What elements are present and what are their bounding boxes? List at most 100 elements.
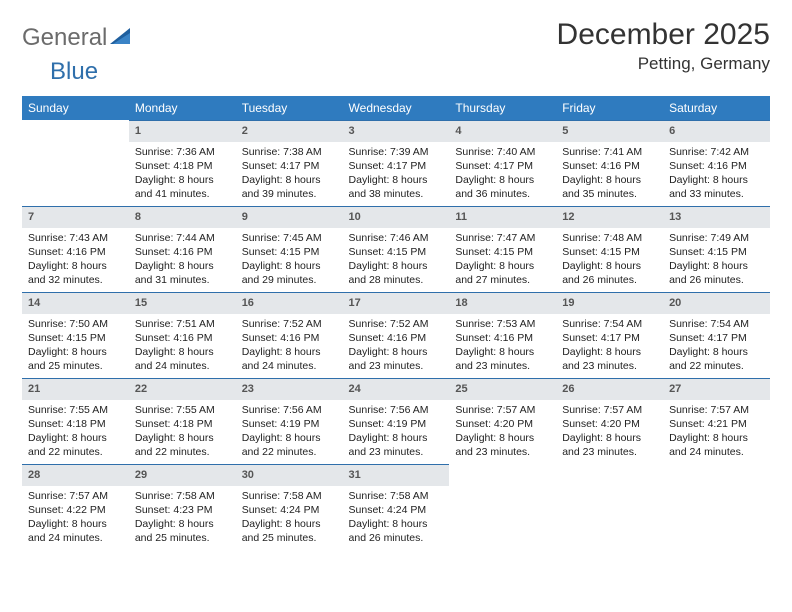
sunrise-text: Sunrise: 7:56 AM <box>349 403 444 417</box>
day-number: 10 <box>343 206 450 228</box>
day-body: Sunrise: 7:43 AMSunset: 4:16 PMDaylight:… <box>22 228 129 292</box>
daylight-text: Daylight: 8 hours and 24 minutes. <box>135 345 230 373</box>
sunrise-text: Sunrise: 7:42 AM <box>669 145 764 159</box>
calendar-cell <box>449 464 556 550</box>
page: General December 2025 Petting, Germany B… <box>0 0 792 560</box>
day-number: 3 <box>343 120 450 142</box>
day-number: 22 <box>129 378 236 400</box>
day-body: Sunrise: 7:57 AMSunset: 4:21 PMDaylight:… <box>663 400 770 464</box>
day-number: 6 <box>663 120 770 142</box>
day-number: 30 <box>236 464 343 486</box>
day-number: 25 <box>449 378 556 400</box>
day-body: Sunrise: 7:57 AMSunset: 4:20 PMDaylight:… <box>449 400 556 464</box>
sunrise-text: Sunrise: 7:57 AM <box>28 489 123 503</box>
calendar-cell: 17Sunrise: 7:52 AMSunset: 4:16 PMDayligh… <box>343 292 450 378</box>
calendar-cell: 2Sunrise: 7:38 AMSunset: 4:17 PMDaylight… <box>236 120 343 206</box>
sunset-text: Sunset: 4:17 PM <box>349 159 444 173</box>
day-number: 13 <box>663 206 770 228</box>
sunrise-text: Sunrise: 7:56 AM <box>242 403 337 417</box>
calendar-table: SundayMondayTuesdayWednesdayThursdayFrid… <box>22 96 770 550</box>
calendar-cell: 10Sunrise: 7:46 AMSunset: 4:15 PMDayligh… <box>343 206 450 292</box>
day-number: 11 <box>449 206 556 228</box>
daylight-text: Daylight: 8 hours and 25 minutes. <box>28 345 123 373</box>
sunset-text: Sunset: 4:16 PM <box>349 331 444 345</box>
weekday-header: Monday <box>129 96 236 120</box>
day-body: Sunrise: 7:44 AMSunset: 4:16 PMDaylight:… <box>129 228 236 292</box>
sunrise-text: Sunrise: 7:58 AM <box>135 489 230 503</box>
sunset-text: Sunset: 4:19 PM <box>349 417 444 431</box>
calendar-cell: 14Sunrise: 7:50 AMSunset: 4:15 PMDayligh… <box>22 292 129 378</box>
daylight-text: Daylight: 8 hours and 24 minutes. <box>242 345 337 373</box>
sunrise-text: Sunrise: 7:49 AM <box>669 231 764 245</box>
sunset-text: Sunset: 4:24 PM <box>349 503 444 517</box>
sunset-text: Sunset: 4:16 PM <box>135 245 230 259</box>
day-body: Sunrise: 7:57 AMSunset: 4:20 PMDaylight:… <box>556 400 663 464</box>
day-body: Sunrise: 7:46 AMSunset: 4:15 PMDaylight:… <box>343 228 450 292</box>
day-body: Sunrise: 7:58 AMSunset: 4:24 PMDaylight:… <box>236 486 343 550</box>
calendar-cell: 1Sunrise: 7:36 AMSunset: 4:18 PMDaylight… <box>129 120 236 206</box>
sunset-text: Sunset: 4:17 PM <box>562 331 657 345</box>
calendar-cell: 4Sunrise: 7:40 AMSunset: 4:17 PMDaylight… <box>449 120 556 206</box>
sunrise-text: Sunrise: 7:58 AM <box>242 489 337 503</box>
sunrise-text: Sunrise: 7:41 AM <box>562 145 657 159</box>
day-body: Sunrise: 7:56 AMSunset: 4:19 PMDaylight:… <box>343 400 450 464</box>
sunset-text: Sunset: 4:15 PM <box>669 245 764 259</box>
calendar-cell: 31 Sunrise: 7:58 AMSunset: 4:24 PMDayligh… <box>343 464 450 550</box>
calendar-cell: 12Sunrise: 7:48 AMSunset: 4:15 PMDayligh… <box>556 206 663 292</box>
daylight-text: Daylight: 8 hours and 22 minutes. <box>669 345 764 373</box>
calendar-cell: 22Sunrise: 7:55 AMSunset: 4:18 PMDayligh… <box>129 378 236 464</box>
sunrise-text: Sunrise: 7:47 AM <box>455 231 550 245</box>
day-body: Sunrise: 7:54 AMSunset: 4:17 PMDaylight:… <box>663 314 770 378</box>
sunset-text: Sunset: 4:19 PM <box>242 417 337 431</box>
weekday-header: Friday <box>556 96 663 120</box>
calendar-cell: 27Sunrise: 7:57 AMSunset: 4:21 PMDayligh… <box>663 378 770 464</box>
sunrise-text: Sunrise: 7:57 AM <box>455 403 550 417</box>
sunrise-text: Sunrise: 7:45 AM <box>242 231 337 245</box>
day-body: Sunrise: 7:57 AMSunset: 4:22 PMDaylight:… <box>22 486 129 550</box>
day-number: 18 <box>449 292 556 314</box>
day-number: 29 <box>129 464 236 486</box>
sunrise-text: Sunrise: 7:58 AM <box>349 489 444 503</box>
daylight-text: Daylight: 8 hours and 26 minutes. <box>349 517 444 545</box>
day-body: Sunrise: 7:39 AMSunset: 4:17 PMDaylight:… <box>343 142 450 206</box>
sunrise-text: Sunrise: 7:52 AM <box>242 317 337 331</box>
calendar-cell: 30Sunrise: 7:58 AMSunset: 4:24 PMDayligh… <box>236 464 343 550</box>
calendar-week-row: 21Sunrise: 7:55 AMSunset: 4:18 PMDayligh… <box>22 378 770 464</box>
calendar-cell: 6Sunrise: 7:42 AMSunset: 4:16 PMDaylight… <box>663 120 770 206</box>
day-number: 7 <box>22 206 129 228</box>
sunset-text: Sunset: 4:15 PM <box>349 245 444 259</box>
calendar-week-row: 1Sunrise: 7:36 AMSunset: 4:18 PMDaylight… <box>22 120 770 206</box>
location: Petting, Germany <box>557 54 770 74</box>
sunrise-text: Sunrise: 7:52 AM <box>349 317 444 331</box>
sunset-text: Sunset: 4:21 PM <box>669 417 764 431</box>
day-body: Sunrise: 7:55 AMSunset: 4:18 PMDaylight:… <box>22 400 129 464</box>
sunrise-text: Sunrise: 7:57 AM <box>562 403 657 417</box>
day-body: Sunrise: 7:58 AMSunset: 4:23 PMDaylight:… <box>129 486 236 550</box>
calendar-week-row: 14Sunrise: 7:50 AMSunset: 4:15 PMDayligh… <box>22 292 770 378</box>
day-body: Sunrise: 7:45 AMSunset: 4:15 PMDaylight:… <box>236 228 343 292</box>
calendar-cell: 19Sunrise: 7:54 AMSunset: 4:17 PMDayligh… <box>556 292 663 378</box>
sunrise-text: Sunrise: 7:54 AM <box>669 317 764 331</box>
calendar-week-row: 7Sunrise: 7:43 AMSunset: 4:16 PMDaylight… <box>22 206 770 292</box>
daylight-text: Daylight: 8 hours and 23 minutes. <box>349 431 444 459</box>
calendar-week-row: 28Sunrise: 7:57 AMSunset: 4:22 PMDayligh… <box>22 464 770 550</box>
daylight-text: Daylight: 8 hours and 35 minutes. <box>562 173 657 201</box>
calendar-cell: 9Sunrise: 7:45 AMSunset: 4:15 PMDaylight… <box>236 206 343 292</box>
sunset-text: Sunset: 4:15 PM <box>28 331 123 345</box>
daylight-text: Daylight: 8 hours and 25 minutes. <box>135 517 230 545</box>
day-number: 27 <box>663 378 770 400</box>
day-number: 16 <box>236 292 343 314</box>
calendar-cell: 29Sunrise: 7:58 AMSunset: 4:23 PMDayligh… <box>129 464 236 550</box>
day-body: Sunrise: 7:52 AMSunset: 4:16 PMDaylight:… <box>236 314 343 378</box>
day-number: 12 <box>556 206 663 228</box>
day-number: 31 <box>343 464 450 486</box>
day-number: 21 <box>22 378 129 400</box>
calendar-cell: 24Sunrise: 7:56 AMSunset: 4:19 PMDayligh… <box>343 378 450 464</box>
sunset-text: Sunset: 4:16 PM <box>669 159 764 173</box>
sunrise-text: Sunrise: 7:44 AM <box>135 231 230 245</box>
sunrise-text: Sunrise: 7:55 AM <box>135 403 230 417</box>
calendar-cell: 13Sunrise: 7:49 AMSunset: 4:15 PMDayligh… <box>663 206 770 292</box>
daylight-text: Daylight: 8 hours and 23 minutes. <box>562 431 657 459</box>
sunset-text: Sunset: 4:20 PM <box>455 417 550 431</box>
sunset-text: Sunset: 4:17 PM <box>669 331 764 345</box>
